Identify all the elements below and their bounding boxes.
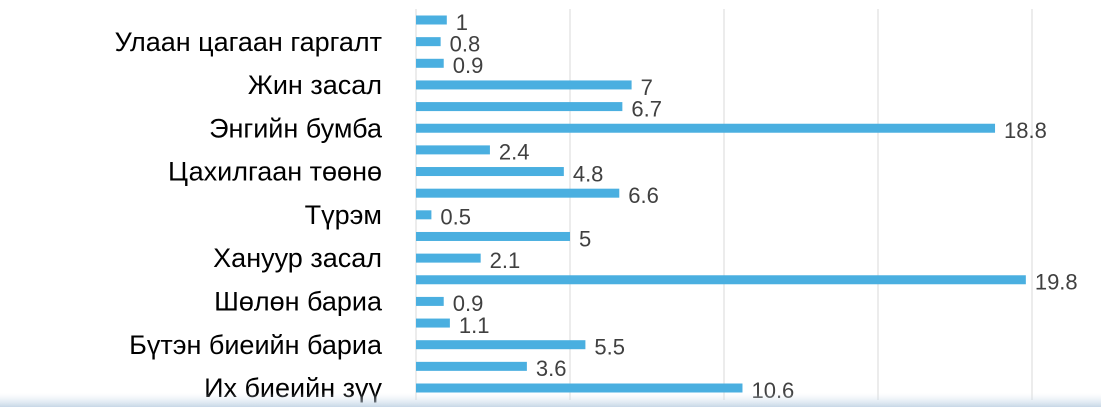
bar	[416, 253, 481, 263]
data-label: 3.6	[536, 356, 567, 381]
data-label: 5	[579, 226, 591, 251]
data-label: 6.7	[631, 96, 662, 121]
data-label: 6.6	[628, 183, 659, 208]
bar	[416, 58, 444, 68]
bar	[416, 210, 432, 220]
bar	[416, 102, 623, 112]
bar	[416, 15, 447, 25]
bottom-band	[0, 393, 1101, 407]
data-label: 0.9	[453, 291, 484, 316]
data-label: 2.4	[499, 140, 530, 165]
category-label: Улаан цагаан гаргалт	[115, 27, 382, 57]
data-label: 18.8	[1004, 118, 1047, 143]
category-label: Энгийн бумба	[209, 113, 383, 143]
bar	[416, 318, 450, 328]
data-label: 1.1	[459, 313, 490, 338]
bar	[416, 80, 632, 90]
bar	[416, 231, 570, 241]
data-label: 5.5	[594, 335, 625, 360]
bar	[416, 275, 1026, 285]
bar	[416, 340, 586, 350]
data-label: 0.9	[453, 53, 484, 78]
bar	[416, 383, 743, 393]
data-label: 0.5	[440, 205, 471, 230]
bar	[416, 123, 996, 133]
data-label: 7	[641, 75, 653, 100]
category-label: Цахилгаан төөнө	[168, 157, 382, 187]
bar	[416, 361, 527, 371]
data-label: 1	[456, 10, 468, 35]
data-label: 4.8	[573, 161, 604, 186]
data-label: 19.8	[1035, 270, 1078, 295]
category-label: Түрэм	[305, 200, 382, 230]
category-label: Жин засал	[248, 70, 382, 100]
bar	[416, 188, 620, 198]
bar	[416, 145, 490, 155]
bar	[416, 167, 564, 177]
data-label: 0.8	[450, 31, 481, 56]
category-label: Бүтэн биеийн бариа	[129, 330, 383, 360]
bar	[416, 296, 444, 306]
bar	[416, 37, 441, 47]
data-label: 2.1	[490, 248, 521, 273]
category-label: Хануур засал	[213, 243, 382, 273]
category-label: Шөлөн бариа	[214, 287, 383, 317]
